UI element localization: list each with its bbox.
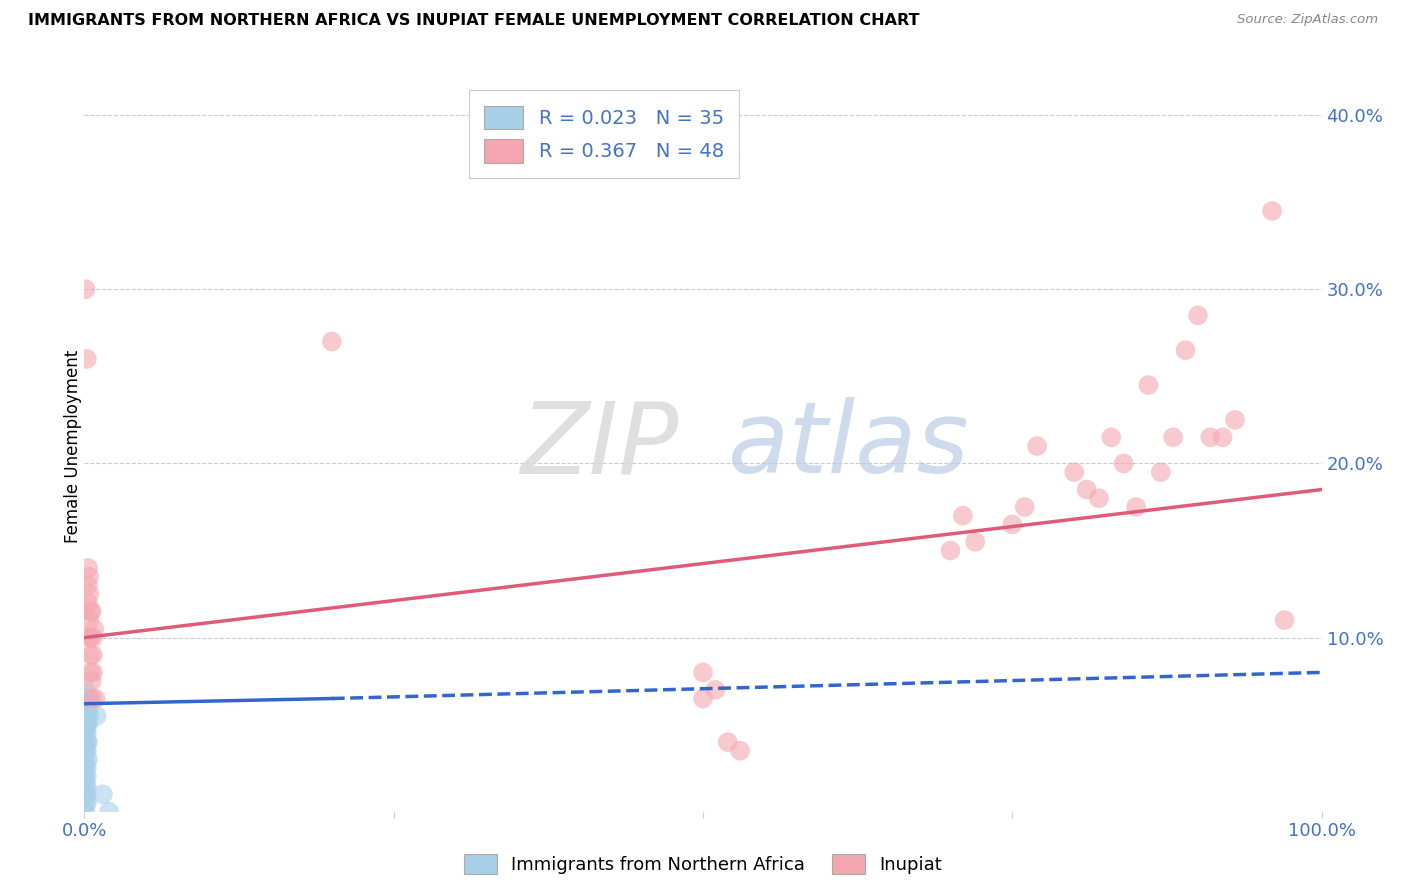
Point xyxy=(79,709,101,723)
Point xyxy=(79,569,101,583)
Point xyxy=(76,691,98,706)
Point xyxy=(80,674,103,689)
Point xyxy=(1099,430,1122,444)
Point xyxy=(77,752,100,766)
Point xyxy=(75,700,97,714)
Text: IMMIGRANTS FROM NORTHERN AFRICA VS INUPIAT FEMALE UNEMPLOYMENT CORRELATION CHART: IMMIGRANTS FROM NORTHERN AFRICA VS INUPI… xyxy=(28,13,920,29)
Text: ZIP: ZIP xyxy=(520,398,678,494)
Point xyxy=(1187,309,1209,323)
Point xyxy=(79,631,101,645)
Point xyxy=(75,282,97,296)
Point xyxy=(75,717,97,731)
Point xyxy=(80,604,103,618)
Point xyxy=(1174,343,1197,358)
Point xyxy=(91,787,114,801)
Point xyxy=(77,578,100,592)
Point xyxy=(1125,500,1147,514)
Point xyxy=(75,726,97,740)
Point xyxy=(717,735,740,749)
Point xyxy=(1063,465,1085,479)
Point xyxy=(75,779,97,793)
Point xyxy=(1199,430,1222,444)
Point xyxy=(79,691,101,706)
Point xyxy=(75,752,97,766)
Point xyxy=(1088,491,1111,506)
Point xyxy=(728,744,751,758)
Point xyxy=(952,508,974,523)
Point xyxy=(1261,203,1284,218)
Point xyxy=(75,709,97,723)
Point xyxy=(76,717,98,731)
Text: atlas: atlas xyxy=(728,398,969,494)
Point xyxy=(1001,517,1024,532)
Point xyxy=(79,665,101,680)
Point xyxy=(1076,483,1098,497)
Point xyxy=(82,631,104,645)
Point xyxy=(75,735,97,749)
Point xyxy=(965,534,987,549)
Point xyxy=(1014,500,1036,514)
Legend: R = 0.023   N = 35, R = 0.367   N = 48: R = 0.023 N = 35, R = 0.367 N = 48 xyxy=(468,90,740,178)
Point xyxy=(79,648,101,662)
Text: Source: ZipAtlas.com: Source: ZipAtlas.com xyxy=(1237,13,1378,27)
Point xyxy=(1150,465,1173,479)
Point xyxy=(76,735,98,749)
Point xyxy=(79,613,101,627)
Point xyxy=(77,596,100,610)
Point xyxy=(75,796,97,810)
Point xyxy=(75,761,97,775)
Point xyxy=(77,561,100,575)
Point xyxy=(82,665,104,680)
Point xyxy=(1026,439,1049,453)
Point xyxy=(76,744,98,758)
Point xyxy=(75,770,97,784)
Point xyxy=(76,351,98,366)
Point xyxy=(704,682,727,697)
Point xyxy=(76,709,98,723)
Point xyxy=(75,787,97,801)
Point xyxy=(98,805,121,819)
Point xyxy=(77,700,100,714)
Point xyxy=(84,691,107,706)
Point xyxy=(80,691,103,706)
Point xyxy=(321,334,343,349)
Point xyxy=(76,796,98,810)
Point xyxy=(86,709,108,723)
Point xyxy=(76,726,98,740)
Point xyxy=(692,691,714,706)
Point xyxy=(75,691,97,706)
Point xyxy=(82,648,104,662)
Point xyxy=(76,761,98,775)
Point xyxy=(1112,457,1135,471)
Point xyxy=(75,805,97,819)
Legend: Immigrants from Northern Africa, Inupiat: Immigrants from Northern Africa, Inupiat xyxy=(456,845,950,883)
Point xyxy=(939,543,962,558)
Point xyxy=(79,587,101,601)
Point xyxy=(76,779,98,793)
Point xyxy=(1161,430,1184,444)
Point xyxy=(75,682,97,697)
Point xyxy=(77,717,100,731)
Point xyxy=(77,735,100,749)
Point xyxy=(1223,413,1246,427)
Y-axis label: Female Unemployment: Female Unemployment xyxy=(65,350,82,542)
Point xyxy=(83,622,105,636)
Point xyxy=(1137,378,1160,392)
Point xyxy=(76,787,98,801)
Point xyxy=(79,631,101,645)
Point xyxy=(75,744,97,758)
Point xyxy=(1212,430,1234,444)
Point xyxy=(692,665,714,680)
Point xyxy=(79,604,101,618)
Point xyxy=(76,770,98,784)
Point xyxy=(1274,613,1296,627)
